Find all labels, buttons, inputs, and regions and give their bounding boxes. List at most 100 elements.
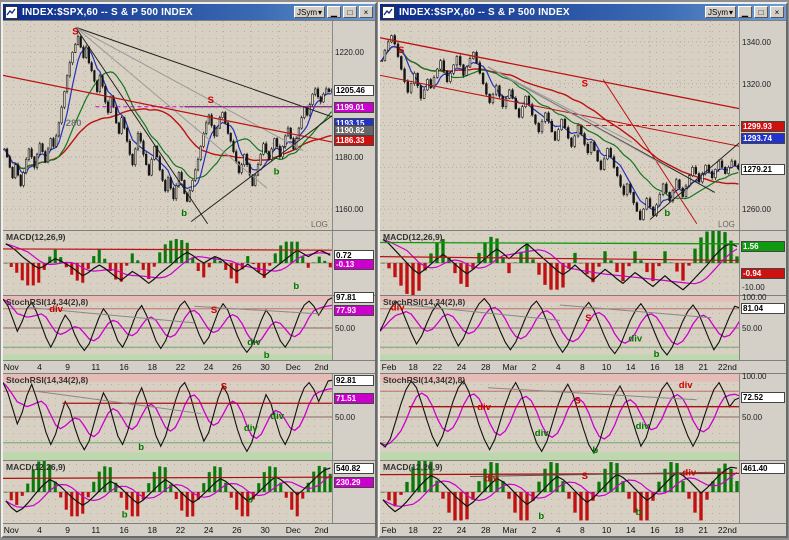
annotation: div [391,303,405,314]
price-callout: 77.93 [334,305,374,317]
macd2-chart[interactable]: div Sb b div [380,461,740,523]
annotation: div [682,467,696,478]
annotation: div [484,474,498,485]
overbought-oversold-bands [380,296,740,360]
maximize-button[interactable]: □ [343,6,357,18]
axis-tick-label: 50.00 [335,324,356,333]
signal-line [5,474,331,508]
date-label: 14 [625,362,636,372]
price-callout: 1186.33 [334,135,374,147]
annotation: S [582,79,588,90]
date-label: 22nd [717,525,737,535]
overbought-oversold-bands [3,296,333,360]
symbol-button[interactable]: JSym ▾ [704,6,736,18]
window-titlebar[interactable]: INDEX:$SPX,60 -- S & P 500 INDEX JSym ▾ ▁… [3,4,375,20]
maximize-button[interactable]: □ [754,6,768,18]
close-button[interactable]: × [359,6,373,18]
stochrsi-y-axis[interactable]: 50.00 97.81 77.93 [332,292,375,360]
price-callout: 461.40 [741,463,785,475]
price-chart[interactable]: S Sb b 280 LOG [3,21,333,230]
moving-averages [3,46,333,190]
price-callout: 72.52 [741,392,785,404]
symbol-button[interactable]: JSym ▾ [293,6,325,18]
close-button[interactable]: × [770,6,784,18]
indicator-label: StochRSI(14,34(2),8) [6,375,89,385]
date-label: Mar [502,362,518,372]
date-label: 18 [408,362,418,372]
annotation: b [264,350,270,360]
candles [380,34,740,221]
chart-window-left: INDEX:$SPX,60 -- S & P 500 INDEX JSym ▾ ▁… [1,2,377,538]
minimize-button[interactable]: ▁ [738,6,752,18]
price-callout: 97.81 [334,292,374,304]
window-title: INDEX:$SPX,60 -- S & P 500 INDEX [399,6,570,18]
window-titlebar[interactable]: INDEX:$SPX,60 -- S & P 500 INDEX JSym ▾ ▁… [380,4,786,20]
date-label: 24 [203,362,214,372]
annotations: bb [122,495,253,521]
indicator-label: MACD(12,26,9) [6,232,66,242]
date-label: 18 [147,525,157,535]
axis-tick-label: 100.00 [742,293,767,303]
price-callout: -0.13 [334,259,374,271]
macd-chart[interactable] [380,231,740,295]
annotation: S [398,45,404,56]
annotation: b [181,208,187,219]
chart-app-icon [382,5,395,19]
date-label: 24 [203,525,214,535]
macd-plot[interactable]: MACD(12,26,9) [380,231,740,295]
macd-y-axis[interactable]: 0.72 -0.13 [332,231,375,295]
macd-chart[interactable]: b [3,231,333,295]
date-label: 28 [480,525,491,535]
stochastic-y-axis[interactable]: 50.00 92.81 71.51 [332,374,375,460]
date-label: 18 [674,525,684,535]
macd2-y-axis[interactable]: 461.40 [739,461,786,523]
price-callout: 71.51 [334,393,374,405]
date-label: 30 [260,525,270,535]
macd2-chart[interactable]: bb [3,461,333,523]
minimize-button[interactable]: ▁ [327,6,341,18]
fast-line [3,379,333,453]
date-label: 2nd [314,362,329,372]
date-label: 2 [531,362,537,372]
date-label: 4 [555,525,561,535]
macd-y-axis[interactable]: -10.00 1.56 -0.94 [739,231,786,295]
date-label: 16 [119,525,129,535]
price-y-axis[interactable]: 1340.001320.001300.001280.001260.001299.… [739,21,786,230]
candles [3,34,333,203]
price-callout: -0.94 [741,268,785,280]
macd-plot[interactable]: MACD(12,26,9) b [3,231,333,295]
overbought-oversold-bands [380,374,740,460]
date-axis-labels: Nov 4 9 11 16 18 22 24 26 30 Dec 2nd [3,524,333,536]
signal-line [380,306,740,346]
date-axis-labels: Feb 18 22 24 28 Mar 2 4 8 10 14 16 18 21 22nd [380,524,740,536]
annotation: S [221,382,227,393]
date-label: 2 [531,525,537,535]
stochrsi-y-axis[interactable]: 100.00 50.00 81.04 [739,293,786,360]
macd2-y-axis[interactable]: 540.82 230.29 [332,461,375,523]
indicator-label: MACD(12,26,9) [6,462,66,472]
price-callout: 81.04 [741,303,785,315]
annotation: S [582,471,588,482]
price-callout: 1190.82 [334,124,374,136]
price-chart[interactable]: S Sb LOG [380,21,740,230]
price-y-axis[interactable]: 1220.001200.001180.001160.001205.461199.… [332,21,375,230]
signal-line [5,243,331,279]
stochastic-y-axis[interactable]: 100.00 50.00 72.52 [739,372,786,460]
date-label: Nov [3,362,19,372]
date-label: 18 [408,525,418,535]
macd-pane: MACD(12,26,9) b 0.72 -0.13 [3,230,375,295]
annotation: div [270,411,284,422]
date-label: 10 [601,525,612,535]
